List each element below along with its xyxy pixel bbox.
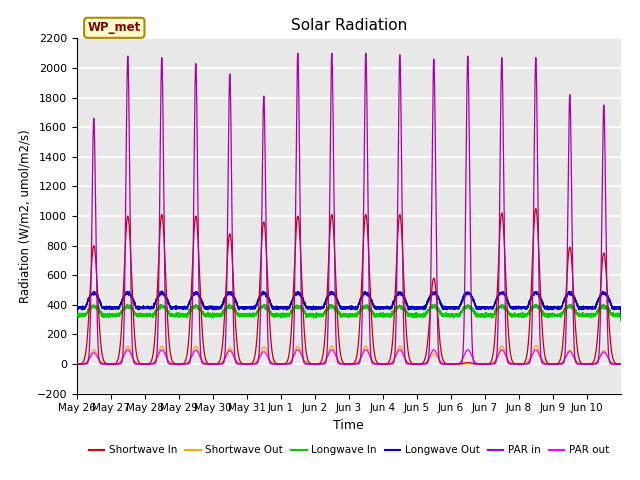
Title: Solar Radiation: Solar Radiation: [291, 18, 407, 33]
Legend: Shortwave In, Shortwave Out, Longwave In, Longwave Out, PAR in, PAR out: Shortwave In, Shortwave Out, Longwave In…: [84, 441, 613, 459]
X-axis label: Time: Time: [333, 419, 364, 432]
Text: WP_met: WP_met: [88, 21, 141, 34]
Y-axis label: Radiation (W/m2, umol/m2/s): Radiation (W/m2, umol/m2/s): [18, 129, 31, 303]
